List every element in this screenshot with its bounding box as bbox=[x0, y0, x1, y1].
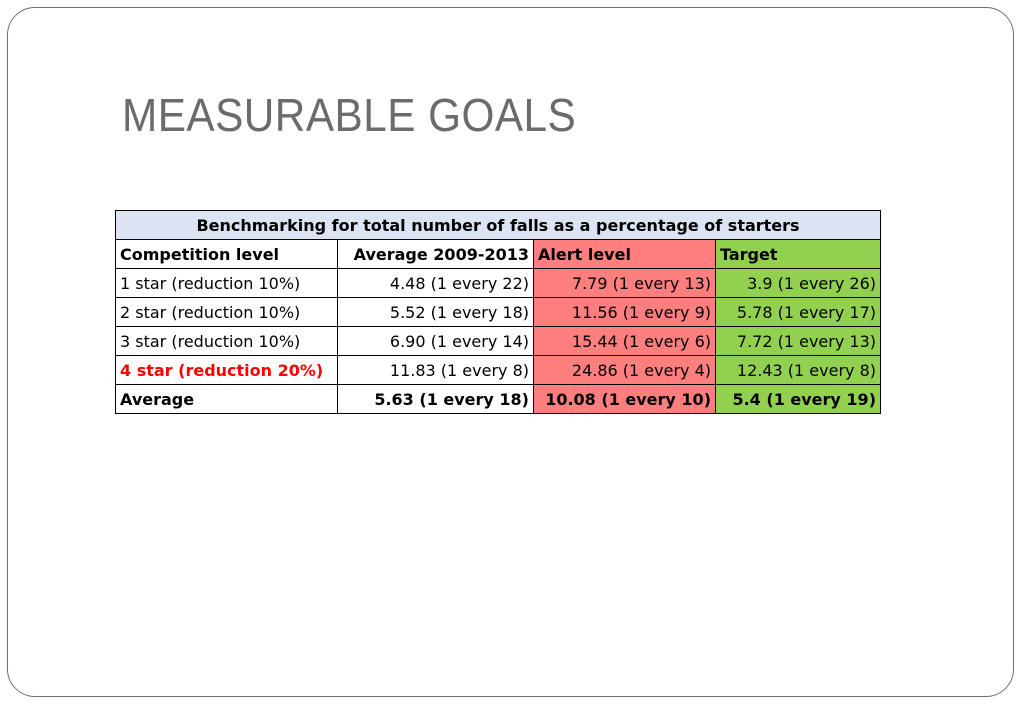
cell-average: 4.48 (1 every 22) bbox=[337, 268, 534, 298]
cell-level: Average bbox=[115, 384, 338, 414]
cell-alert: 10.08 (1 every 10) bbox=[533, 384, 716, 414]
cell-alert: 7.79 (1 every 13) bbox=[533, 268, 716, 298]
cell-target: 12.43 (1 every 8) bbox=[715, 355, 881, 385]
cell-alert: 11.56 (1 every 9) bbox=[533, 297, 716, 327]
cell-level: 2 star (reduction 10%) bbox=[115, 297, 338, 327]
cell-target: 5.4 (1 every 19) bbox=[715, 384, 881, 414]
table-header-row: Competition level Average 2009-2013 Aler… bbox=[115, 239, 881, 269]
cell-average: 11.83 (1 every 8) bbox=[337, 355, 534, 385]
table-row: 2 star (reduction 10%) 5.52 (1 every 18)… bbox=[115, 297, 881, 327]
cell-target: 5.78 (1 every 17) bbox=[715, 297, 881, 327]
cell-level-highlighted: 4 star (reduction 20%) bbox=[115, 355, 338, 385]
cell-target: 3.9 (1 every 26) bbox=[715, 268, 881, 298]
table-row: 4 star (reduction 20%) 11.83 (1 every 8)… bbox=[115, 355, 881, 385]
slide-title: MEASURABLE GOALS bbox=[122, 89, 577, 141]
cell-average: 5.52 (1 every 18) bbox=[337, 297, 534, 327]
header-alert-level: Alert level bbox=[533, 239, 716, 269]
cell-average: 5.63 (1 every 18) bbox=[337, 384, 534, 414]
header-target: Target bbox=[715, 239, 881, 269]
table-row: 1 star (reduction 10%) 4.48 (1 every 22)… bbox=[115, 268, 881, 298]
table-caption: Benchmarking for total number of falls a… bbox=[115, 210, 881, 240]
cell-alert: 24.86 (1 every 4) bbox=[533, 355, 716, 385]
benchmark-table: Benchmarking for total number of falls a… bbox=[115, 210, 881, 414]
header-average: Average 2009-2013 bbox=[337, 239, 534, 269]
table-caption-row: Benchmarking for total number of falls a… bbox=[115, 210, 881, 240]
header-competition-level: Competition level bbox=[115, 239, 338, 269]
cell-alert: 15.44 (1 every 6) bbox=[533, 326, 716, 356]
cell-average: 6.90 (1 every 14) bbox=[337, 326, 534, 356]
cell-level: 3 star (reduction 10%) bbox=[115, 326, 338, 356]
cell-level: 1 star (reduction 10%) bbox=[115, 268, 338, 298]
cell-target: 7.72 (1 every 13) bbox=[715, 326, 881, 356]
table-row: 3 star (reduction 10%) 6.90 (1 every 14)… bbox=[115, 326, 881, 356]
table-average-row: Average 5.63 (1 every 18) 10.08 (1 every… bbox=[115, 384, 881, 414]
